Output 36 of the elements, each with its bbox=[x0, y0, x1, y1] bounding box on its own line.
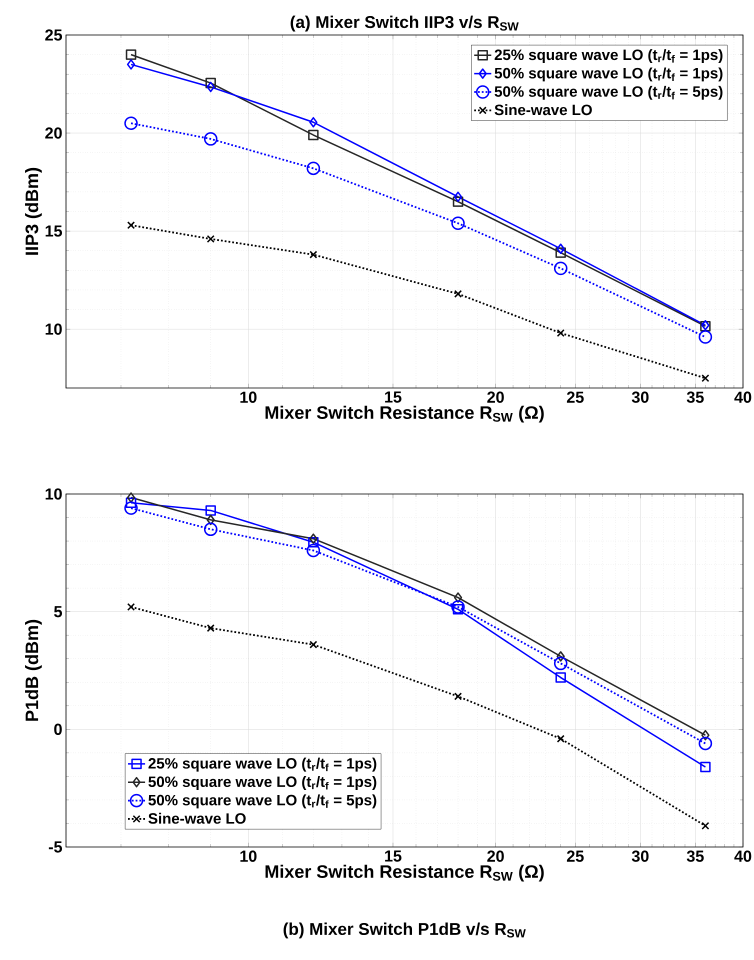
y-axis-title: P1dB (dBm) bbox=[25, 620, 42, 721]
legend-label: 50% square wave LO (t$_{r}$/t$_{f}$ = 1ps) bbox=[494, 67, 722, 82]
x-tick-label: 15 bbox=[385, 392, 402, 403]
x-tick-label: 30 bbox=[632, 850, 649, 862]
legend-label: 50% square wave LO (t$_{r}$/t$_{f}$ = 5ps) bbox=[494, 86, 722, 100]
x-tick-label: 30 bbox=[632, 392, 649, 403]
x-tick-label: 20 bbox=[487, 392, 504, 403]
x-tick-label: 35 bbox=[686, 850, 704, 862]
y-tick-label: 0 bbox=[54, 724, 62, 735]
legend-label: 50% square wave LO (t$_{r}$/t$_{f}$ = 1ps) bbox=[148, 776, 376, 790]
x-tick-label: 25 bbox=[566, 850, 584, 862]
x-tick-label: 40 bbox=[734, 850, 752, 862]
legend-label: Sine-wave LO bbox=[148, 812, 246, 824]
y-tick-label: 10 bbox=[46, 488, 62, 500]
chart-title: (a) Mixer Switch IIP3 v/s R$_{SW}$ bbox=[290, 16, 519, 32]
y-tick-label: -5 bbox=[48, 841, 62, 853]
x-tick-label: 15 bbox=[385, 850, 402, 862]
y-tick-label: 20 bbox=[45, 127, 62, 139]
x-tick-label: 10 bbox=[240, 392, 257, 403]
x-axis-title: Mixer Switch Resistance R$_{SW}$ (Ω) bbox=[266, 406, 544, 423]
legend-label: 50% square wave LO (t$_{r}$/t$_{f}$ = 5ps) bbox=[148, 794, 376, 808]
x-tick-label: 35 bbox=[686, 392, 704, 403]
legend-label: 25% square wave LO (t$_{r}$/t$_{f}$ = 1ps) bbox=[148, 758, 376, 772]
x-tick-label: 10 bbox=[240, 850, 257, 862]
x-tick-label: 20 bbox=[487, 850, 504, 862]
legend-label: Sine-wave LO bbox=[494, 104, 592, 116]
text: (b) Mixer Switch P1dB v/s R$_{SW}$ bbox=[284, 922, 526, 938]
x-tick-label: 25 bbox=[566, 392, 584, 403]
y-axis-title: IIP3 (dBm) bbox=[25, 168, 42, 255]
y-tick-label: 5 bbox=[54, 606, 62, 618]
x-axis-title: Mixer Switch Resistance R$_{SW}$ (Ω) bbox=[266, 864, 544, 882]
legend-label: 25% square wave LO (t$_{r}$/t$_{f}$ = 1ps) bbox=[494, 49, 722, 64]
y-tick-label: 10 bbox=[46, 324, 62, 335]
x-tick-label: 40 bbox=[734, 392, 752, 403]
y-tick-label: 15 bbox=[46, 226, 62, 237]
y-tick-label: 25 bbox=[45, 29, 62, 41]
